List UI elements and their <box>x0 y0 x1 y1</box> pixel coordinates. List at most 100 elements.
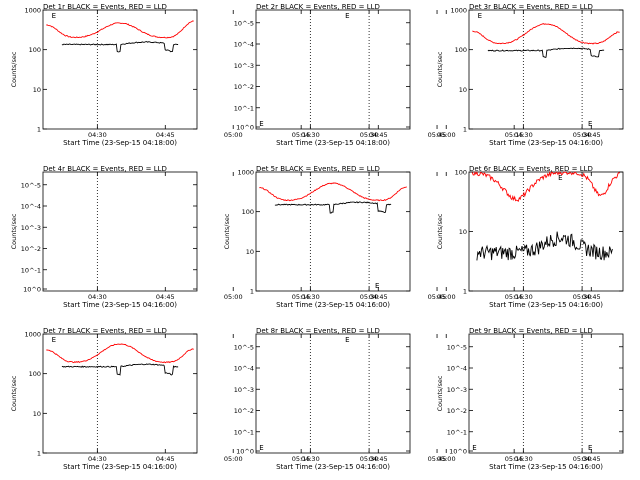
x-axis-label: Start Time (23-Sep-15 04:16:00) <box>276 301 390 309</box>
panel-title: Det 4r BLACK = Events, RED = LLD <box>43 165 167 173</box>
x-tick-label: 05:30 <box>360 293 379 301</box>
series-lld <box>46 20 194 39</box>
y-tick-label: 10^-5 <box>447 343 467 351</box>
x-axis-label: Start Time (23-Sep-15 04:16:00) <box>63 463 177 471</box>
y-axis-label: Counts/sec <box>10 51 18 87</box>
x-tick-label: 05:15 <box>292 293 311 301</box>
x-tick-label: 04:30 <box>514 131 533 139</box>
x-tick-label: 05:00 <box>224 455 243 463</box>
panel-det-7: Det 7r BLACK = Events, RED = LLD Counts/s… <box>10 327 446 471</box>
y-axis-label: Counts/sec <box>10 213 18 249</box>
x-tick-label: 05:00 <box>224 293 243 301</box>
panel-det-1: Det 1r BLACK = Events, RED = LLD Counts/s… <box>10 3 446 147</box>
plot-frame <box>42 9 198 130</box>
y-axis-label: Counts/sec <box>436 213 444 249</box>
panel-title: Det 5r BLACK = Events, RED = LLD <box>256 165 380 173</box>
y-tick-label: 10^0 <box>236 124 254 132</box>
x-tick-label: 05:00 <box>437 131 456 139</box>
plot-frame <box>255 171 411 292</box>
y-tick-label: 10^-5 <box>21 181 41 189</box>
series-events <box>487 47 605 58</box>
x-tick-label: 04:45 <box>156 455 175 463</box>
e-marker: E <box>472 444 476 452</box>
y-axis-label: Counts/sec <box>223 213 231 249</box>
y-tick-label: 100 <box>455 46 467 54</box>
plot-frame <box>255 333 411 454</box>
y-tick-label: 100 <box>242 208 254 216</box>
panel-title: Det 8r BLACK = Events, RED = LLD <box>256 327 380 335</box>
y-tick-label: 1 <box>37 126 41 134</box>
y-tick-label: 1000 <box>24 331 41 339</box>
x-tick-label: 05:15 <box>505 131 524 139</box>
y-axis-label: Counts/sec <box>10 375 18 411</box>
plot-frame <box>42 171 198 292</box>
y-tick-label: 1 <box>37 450 41 458</box>
x-axis-label: Start Time (23-Sep-15 04:18:00) <box>63 139 177 147</box>
panel-det-6: Det 6r BLACK = Events, RED = LLD Counts/s… <box>436 165 624 309</box>
x-tick-label: 04:30 <box>88 455 107 463</box>
e-marker: E <box>588 444 592 452</box>
x-tick-label: 04:45 <box>582 455 601 463</box>
x-tick-label: 04:30 <box>514 293 533 301</box>
x-axis-label: Start Time (23-Sep-15 04:16:00) <box>276 463 390 471</box>
plot-frame <box>468 333 624 454</box>
y-tick-label: 10^-1 <box>234 428 254 436</box>
y-tick-label: 10^0 <box>23 286 41 294</box>
y-tick-label: 100 <box>29 370 41 378</box>
y-tick-label: 10^-1 <box>21 266 41 274</box>
y-tick-label: 1000 <box>237 169 254 177</box>
x-tick-label: 05:00 <box>437 455 456 463</box>
panel-title: Det 1r BLACK = Events, RED = LLD <box>43 3 167 11</box>
y-tick-label: 10^-1 <box>447 428 467 436</box>
x-tick-label: 05:15 <box>505 455 524 463</box>
x-tick-label: 05:45 <box>428 293 447 301</box>
x-tick-label: 04:45 <box>369 455 388 463</box>
x-axis-label: Start Time (23-Sep-15 04:16:00) <box>489 301 603 309</box>
x-tick-label: 04:30 <box>88 293 107 301</box>
x-tick-label: 05:45 <box>428 455 447 463</box>
series-events <box>61 41 179 53</box>
x-axis-label: Start Time (23-Sep-15 04:18:00) <box>276 139 390 147</box>
e-marker: E <box>52 12 56 20</box>
panel-det-4: Det 4r BLACK = Events, RED = LLD Counts/s… <box>10 165 446 309</box>
x-tick-label: 04:30 <box>301 131 320 139</box>
y-tick-label: 10^-3 <box>21 224 41 232</box>
x-tick-label: 05:30 <box>573 293 592 301</box>
y-tick-label: 10^-4 <box>234 41 254 49</box>
panel-title: Det 3r BLACK = Events, RED = LLD <box>469 3 593 11</box>
panel-title: Det 6r BLACK = Events, RED = LLD <box>469 165 593 173</box>
y-tick-label: 1000 <box>24 7 41 15</box>
y-tick-label: 10 <box>33 410 41 418</box>
plot-frame <box>468 171 624 292</box>
y-tick-label: 1000 <box>450 7 467 15</box>
panel-title: Det 9r BLACK = Events, RED = LLD <box>469 327 593 335</box>
e-marker: E <box>588 120 592 128</box>
y-tick-label: 10^-4 <box>447 365 467 373</box>
y-tick-label: 1 <box>250 288 254 296</box>
x-tick-label: 05:30 <box>573 131 592 139</box>
y-tick-label: 10^-2 <box>234 83 254 91</box>
y-tick-label: 10^-4 <box>234 365 254 373</box>
panel-det-2: Det 2r BLACK = Events, RED = LLD 10^0 10^-… <box>234 3 593 147</box>
y-tick-label: 10^-3 <box>234 62 254 70</box>
x-tick-label: 04:45 <box>582 293 601 301</box>
panel-det-9: Det 9r BLACK = Events, RED = LLD Counts/s… <box>436 327 624 471</box>
y-tick-label: 10^-2 <box>21 245 41 253</box>
y-axis-label: Counts/sec <box>436 51 444 87</box>
y-tick-label: 1 <box>463 126 467 134</box>
y-axis-label: Counts/sec <box>436 375 444 411</box>
e-marker: E <box>478 12 482 20</box>
e-marker: E <box>259 444 263 452</box>
panel-title: Det 2r BLACK = Events, RED = LLD <box>256 3 380 11</box>
x-tick-label: 05:45 <box>428 131 447 139</box>
x-tick-label: 05:30 <box>360 131 379 139</box>
y-tick-label: 10^0 <box>449 448 467 456</box>
x-tick-label: 04:30 <box>301 293 320 301</box>
y-tick-label: 10^-5 <box>234 343 254 351</box>
e-marker: E <box>345 12 349 20</box>
y-tick-label: 10 <box>459 86 467 94</box>
panel-det-3: Det 3r BLACK = Events, RED = LLD Counts/s… <box>436 3 624 147</box>
series-events <box>476 231 613 261</box>
series-lld <box>471 170 620 202</box>
